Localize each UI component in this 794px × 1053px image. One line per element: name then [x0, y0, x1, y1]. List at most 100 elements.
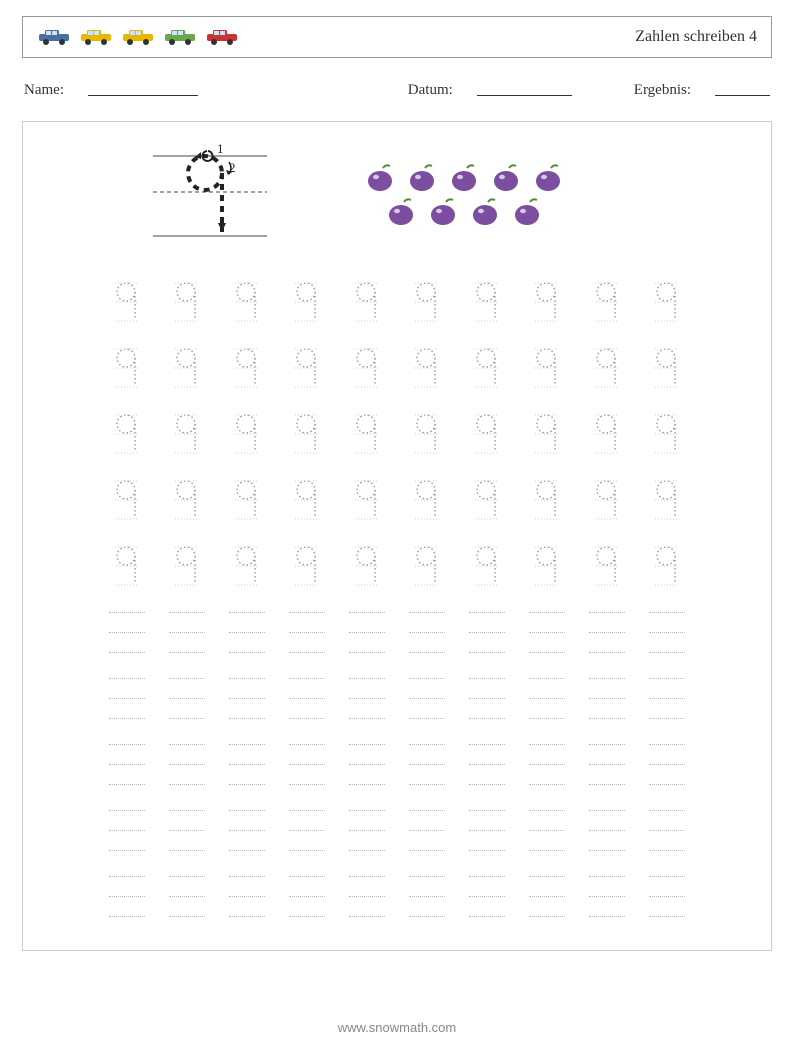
trace-nine[interactable]	[593, 478, 621, 522]
trace-cell[interactable]	[525, 408, 569, 460]
trace-cell[interactable]	[105, 540, 149, 592]
blank-trace-cell[interactable]	[585, 804, 629, 856]
trace-cell[interactable]	[285, 540, 329, 592]
trace-cell[interactable]	[285, 276, 329, 328]
trace-nine[interactable]	[653, 478, 681, 522]
trace-nine[interactable]	[653, 346, 681, 390]
blank-trace-cell[interactable]	[225, 804, 269, 856]
trace-nine[interactable]	[233, 280, 261, 324]
trace-nine[interactable]	[113, 346, 141, 390]
blank-trace-cell[interactable]	[345, 738, 389, 790]
trace-cell[interactable]	[165, 474, 209, 526]
trace-nine[interactable]	[473, 478, 501, 522]
trace-nine[interactable]	[533, 280, 561, 324]
trace-cell[interactable]	[405, 276, 449, 328]
trace-nine[interactable]	[533, 412, 561, 456]
trace-nine[interactable]	[593, 346, 621, 390]
trace-nine[interactable]	[233, 544, 261, 588]
blank-trace-cell[interactable]	[345, 672, 389, 724]
trace-cell[interactable]	[105, 342, 149, 394]
blank-trace-cell[interactable]	[645, 804, 689, 856]
blank-trace-cell[interactable]	[345, 606, 389, 658]
trace-nine[interactable]	[653, 412, 681, 456]
blank-trace-cell[interactable]	[285, 804, 329, 856]
trace-nine[interactable]	[533, 544, 561, 588]
blank-trace-cell[interactable]	[225, 672, 269, 724]
blank-trace-cell[interactable]	[165, 804, 209, 856]
trace-nine[interactable]	[173, 346, 201, 390]
trace-cell[interactable]	[225, 540, 269, 592]
trace-nine[interactable]	[293, 412, 321, 456]
trace-nine[interactable]	[113, 544, 141, 588]
blank-trace-cell[interactable]	[285, 870, 329, 922]
trace-nine[interactable]	[353, 412, 381, 456]
trace-cell[interactable]	[405, 408, 449, 460]
blank-trace-cell[interactable]	[465, 870, 509, 922]
trace-cell[interactable]	[165, 408, 209, 460]
trace-nine[interactable]	[413, 280, 441, 324]
blank-trace-cell[interactable]	[345, 804, 389, 856]
blank-trace-cell[interactable]	[405, 738, 449, 790]
trace-nine[interactable]	[353, 478, 381, 522]
trace-cell[interactable]	[525, 474, 569, 526]
trace-nine[interactable]	[413, 412, 441, 456]
blank-trace-cell[interactable]	[165, 672, 209, 724]
blank-trace-cell[interactable]	[465, 672, 509, 724]
blank-trace-cell[interactable]	[285, 738, 329, 790]
result-blank[interactable]	[715, 82, 770, 96]
blank-trace-cell[interactable]	[525, 738, 569, 790]
blank-trace-cell[interactable]	[525, 870, 569, 922]
blank-trace-cell[interactable]	[585, 870, 629, 922]
trace-cell[interactable]	[525, 342, 569, 394]
blank-trace-cell[interactable]	[225, 870, 269, 922]
blank-trace-cell[interactable]	[405, 606, 449, 658]
trace-cell[interactable]	[225, 408, 269, 460]
trace-cell[interactable]	[105, 276, 149, 328]
trace-cell[interactable]	[585, 408, 629, 460]
blank-trace-cell[interactable]	[105, 870, 149, 922]
trace-nine[interactable]	[293, 280, 321, 324]
trace-cell[interactable]	[465, 540, 509, 592]
trace-cell[interactable]	[225, 474, 269, 526]
trace-nine[interactable]	[353, 346, 381, 390]
trace-nine[interactable]	[293, 346, 321, 390]
trace-cell[interactable]	[645, 342, 689, 394]
trace-nine[interactable]	[173, 478, 201, 522]
name-blank[interactable]	[88, 82, 198, 96]
trace-nine[interactable]	[413, 478, 441, 522]
trace-cell[interactable]	[285, 342, 329, 394]
blank-trace-cell[interactable]	[465, 606, 509, 658]
trace-cell[interactable]	[225, 276, 269, 328]
trace-nine[interactable]	[473, 280, 501, 324]
trace-cell[interactable]	[465, 408, 509, 460]
trace-cell[interactable]	[645, 540, 689, 592]
blank-trace-cell[interactable]	[225, 606, 269, 658]
date-blank[interactable]	[477, 82, 572, 96]
trace-nine[interactable]	[293, 478, 321, 522]
blank-trace-cell[interactable]	[165, 606, 209, 658]
trace-nine[interactable]	[473, 412, 501, 456]
trace-nine[interactable]	[473, 544, 501, 588]
trace-cell[interactable]	[465, 474, 509, 526]
blank-trace-cell[interactable]	[645, 672, 689, 724]
trace-cell[interactable]	[105, 408, 149, 460]
blank-trace-cell[interactable]	[105, 804, 149, 856]
trace-nine[interactable]	[173, 280, 201, 324]
trace-nine[interactable]	[353, 544, 381, 588]
trace-cell[interactable]	[645, 408, 689, 460]
blank-trace-cell[interactable]	[585, 606, 629, 658]
trace-cell[interactable]	[645, 276, 689, 328]
trace-cell[interactable]	[585, 540, 629, 592]
trace-nine[interactable]	[593, 544, 621, 588]
trace-nine[interactable]	[113, 412, 141, 456]
blank-trace-cell[interactable]	[285, 606, 329, 658]
blank-trace-cell[interactable]	[165, 870, 209, 922]
trace-nine[interactable]	[533, 478, 561, 522]
blank-trace-cell[interactable]	[585, 738, 629, 790]
trace-cell[interactable]	[345, 540, 389, 592]
trace-nine[interactable]	[113, 280, 141, 324]
blank-trace-cell[interactable]	[645, 606, 689, 658]
trace-cell[interactable]	[585, 474, 629, 526]
trace-cell[interactable]	[405, 342, 449, 394]
trace-cell[interactable]	[405, 474, 449, 526]
